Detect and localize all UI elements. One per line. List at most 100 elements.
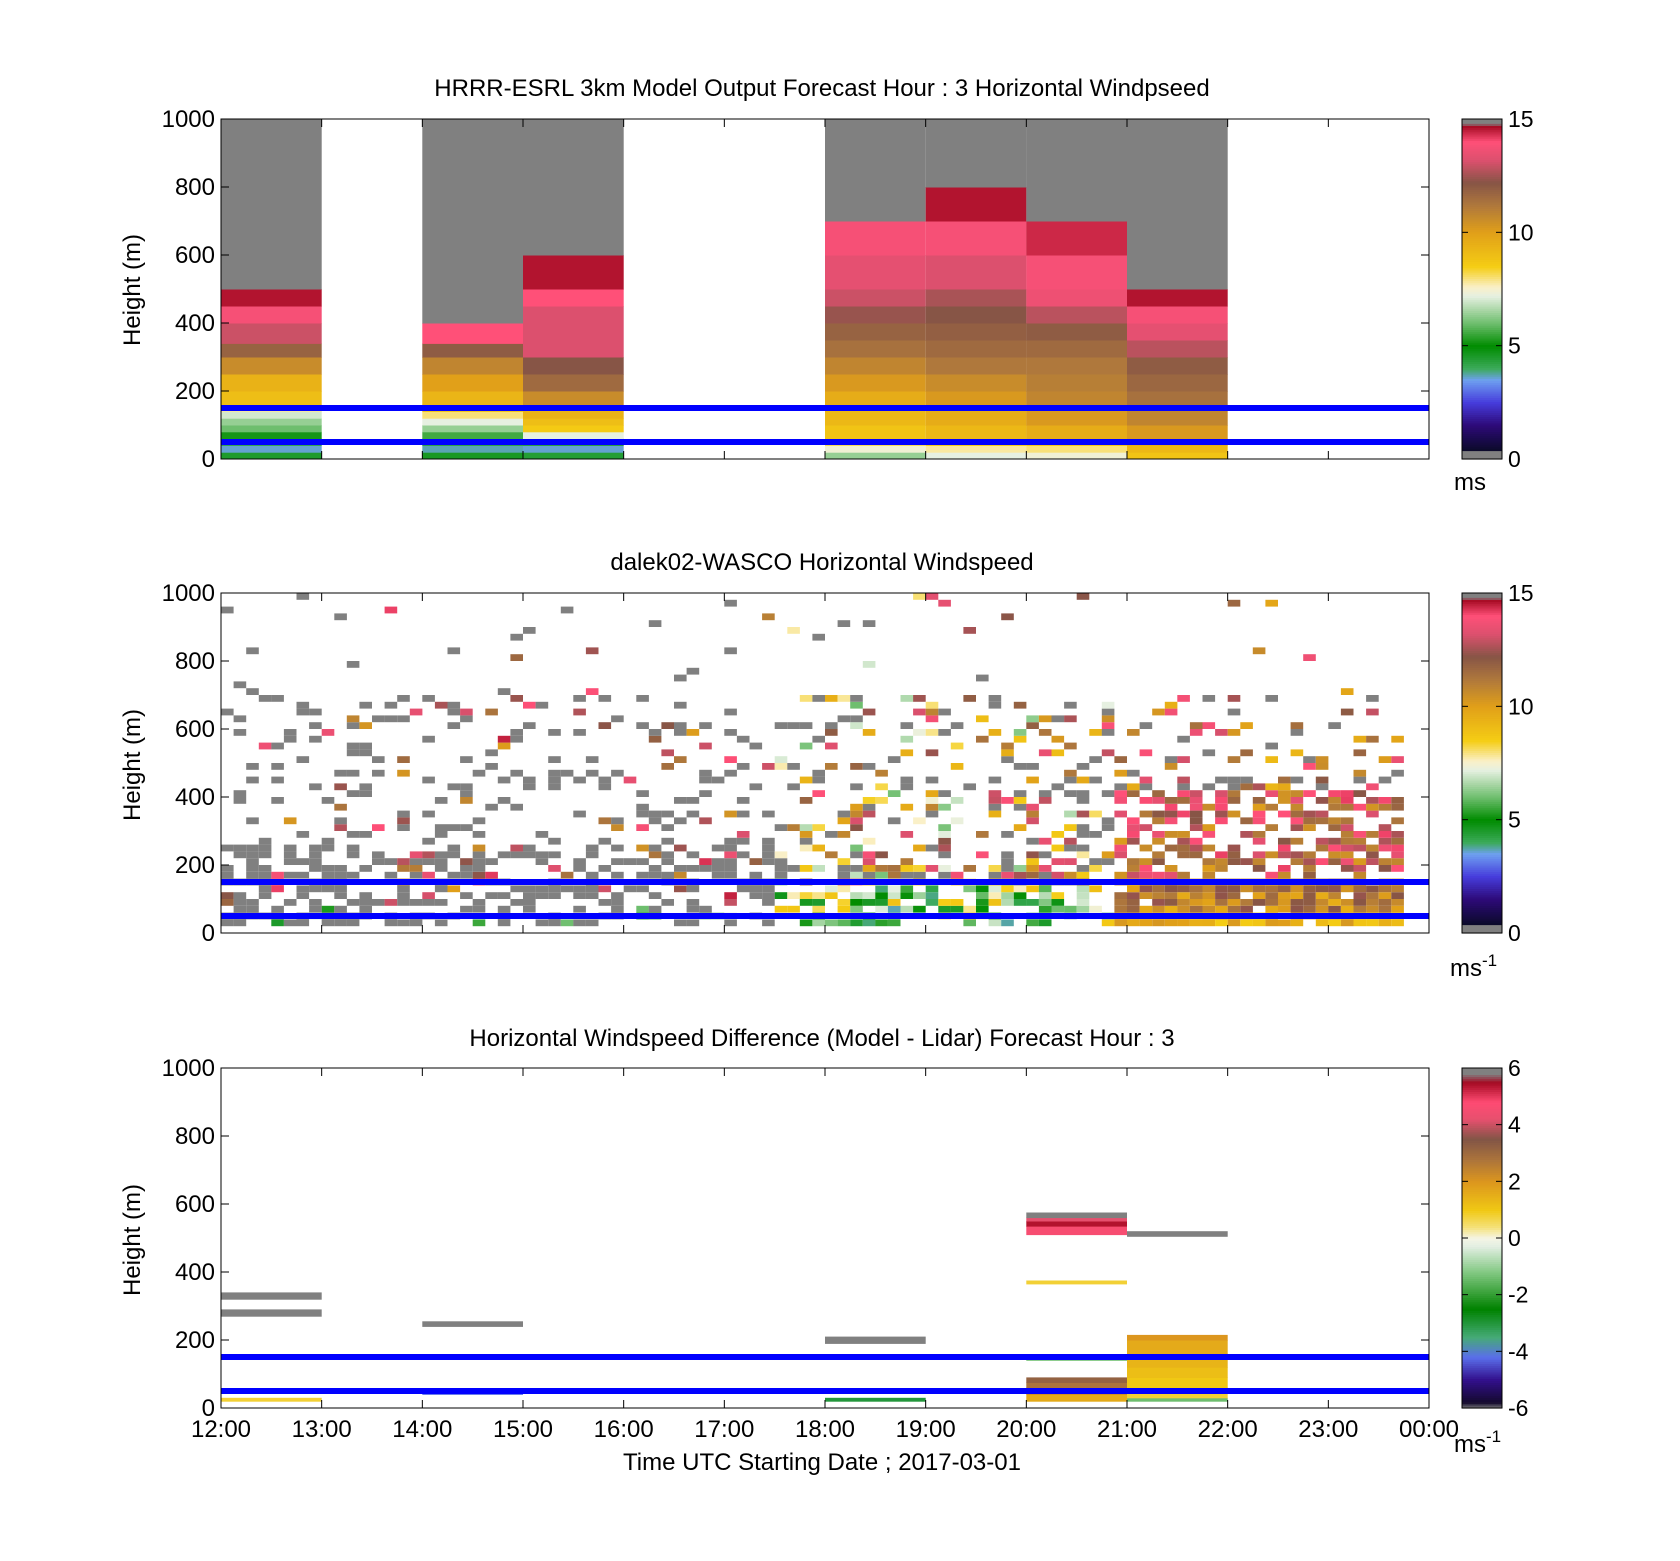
heatmap-cell bbox=[976, 715, 989, 723]
heatmap-cell bbox=[1353, 769, 1367, 777]
heatmap-cell bbox=[447, 701, 461, 709]
colorbar-segment bbox=[1462, 221, 1502, 224]
heatmap-cell bbox=[648, 871, 662, 879]
heatmap-cell bbox=[887, 905, 901, 913]
heatmap-cell bbox=[674, 865, 687, 872]
heatmap-cell bbox=[1076, 844, 1090, 852]
heatmap-cell bbox=[1177, 776, 1190, 784]
heatmap-cell bbox=[246, 858, 259, 865]
colorbar-segment bbox=[1462, 361, 1502, 364]
colorbar-segment bbox=[1462, 620, 1502, 624]
heatmap-cell bbox=[1177, 905, 1190, 913]
heatmap-cell bbox=[246, 905, 259, 913]
heatmap-cell bbox=[636, 905, 649, 913]
colorbar-segment bbox=[1462, 437, 1502, 441]
heatmap-cell bbox=[1139, 776, 1153, 784]
heatmap-cell bbox=[523, 445, 624, 453]
heatmap-cell bbox=[1139, 797, 1153, 804]
heatmap-cell bbox=[1303, 851, 1316, 859]
heatmap-cell bbox=[925, 892, 939, 899]
heatmap-cell bbox=[938, 851, 951, 859]
heatmap-cell bbox=[976, 892, 989, 899]
heatmap-cell bbox=[1026, 306, 1127, 324]
colorbar-segment bbox=[1462, 756, 1502, 760]
colorbar-segment bbox=[1462, 337, 1502, 341]
colorbar-segment bbox=[1462, 614, 1502, 617]
heatmap-cell bbox=[283, 899, 297, 906]
heatmap-cell bbox=[1139, 919, 1153, 927]
colorbar-segment bbox=[1462, 1363, 1502, 1367]
heatmap-cell bbox=[1189, 905, 1203, 913]
colorbar-segment bbox=[1462, 1397, 1502, 1401]
heatmap-cell bbox=[372, 715, 385, 723]
heatmap-cell bbox=[346, 831, 360, 838]
heatmap-cell bbox=[749, 783, 763, 791]
colorbar-frame bbox=[1461, 118, 1503, 460]
heatmap-cell bbox=[1114, 756, 1127, 763]
heatmap-cell bbox=[1127, 837, 1140, 845]
heatmap-cell bbox=[1026, 851, 1039, 859]
colorbar-segment bbox=[1462, 274, 1502, 277]
heatmap-cell bbox=[1101, 701, 1115, 709]
heatmap-cell bbox=[1026, 425, 1127, 440]
colorbar-segment bbox=[1462, 765, 1502, 768]
colorbar-segment bbox=[1462, 612, 1502, 615]
heatmap-cell bbox=[976, 735, 989, 743]
colorbar-segment bbox=[1462, 184, 1502, 188]
colorbar-segment bbox=[1462, 752, 1502, 756]
heatmap-cell bbox=[825, 851, 838, 859]
heatmap-cell bbox=[1076, 776, 1090, 784]
heatmap-cell bbox=[1152, 831, 1165, 838]
colorbar-segment bbox=[1462, 1074, 1502, 1078]
heatmap-cell bbox=[699, 858, 712, 865]
colorbar-segment bbox=[1462, 724, 1502, 728]
colorbar-segment bbox=[1462, 1265, 1502, 1269]
colorbar-segment bbox=[1462, 318, 1502, 322]
x-tick-label: 15:00 bbox=[493, 1416, 553, 1443]
heatmap-cell bbox=[1315, 899, 1329, 906]
heatmap-cell bbox=[1152, 837, 1165, 845]
heatmap-cell bbox=[246, 871, 259, 879]
heatmap-cell bbox=[1089, 729, 1102, 736]
colorbar-segment bbox=[1462, 435, 1502, 439]
heatmap-cell bbox=[523, 289, 624, 307]
colorbar-segment bbox=[1462, 1212, 1502, 1216]
heatmap-cell bbox=[397, 810, 410, 818]
heatmap-cell bbox=[686, 919, 700, 927]
heatmap-cell bbox=[497, 742, 511, 750]
heatmap-cell bbox=[497, 851, 511, 859]
heatmap-cell bbox=[221, 357, 322, 375]
heatmap-cell bbox=[246, 899, 259, 906]
heatmap-cell bbox=[925, 803, 939, 811]
heatmap-cell bbox=[359, 742, 372, 750]
heatmap-cell bbox=[221, 289, 322, 307]
heatmap-cell bbox=[1101, 749, 1115, 757]
heatmap-cell bbox=[1026, 221, 1127, 256]
heatmap-cell bbox=[963, 919, 976, 927]
heatmap-cell bbox=[1001, 885, 1014, 893]
colorbar-segment bbox=[1462, 405, 1502, 409]
heatmap-cell bbox=[825, 221, 926, 256]
colorbar-segment bbox=[1462, 888, 1502, 892]
colorbar-tick-label: -2 bbox=[1508, 1282, 1528, 1308]
heatmap-cell bbox=[1152, 858, 1165, 865]
heatmap-cell bbox=[296, 892, 310, 899]
heatmap-cell bbox=[686, 810, 700, 818]
heatmap-cell bbox=[686, 729, 700, 736]
heatmap-cell bbox=[1001, 858, 1014, 865]
colorbar-segment bbox=[1462, 388, 1502, 392]
colorbar-segment bbox=[1462, 233, 1502, 237]
heatmap-cell bbox=[963, 865, 976, 872]
heatmap-cell bbox=[1340, 919, 1354, 927]
heatmap-cell bbox=[787, 763, 800, 770]
heatmap-cell bbox=[1227, 783, 1241, 791]
colorbar-segment bbox=[1462, 414, 1502, 418]
heatmap-cell bbox=[938, 865, 951, 872]
heatmap-cell bbox=[887, 892, 901, 899]
heatmap-cell bbox=[799, 776, 813, 784]
heatmap-cell bbox=[724, 892, 737, 899]
colorbar-segment bbox=[1462, 1229, 1502, 1233]
colorbar-segment bbox=[1462, 1329, 1502, 1333]
heatmap-cell bbox=[1290, 803, 1304, 811]
